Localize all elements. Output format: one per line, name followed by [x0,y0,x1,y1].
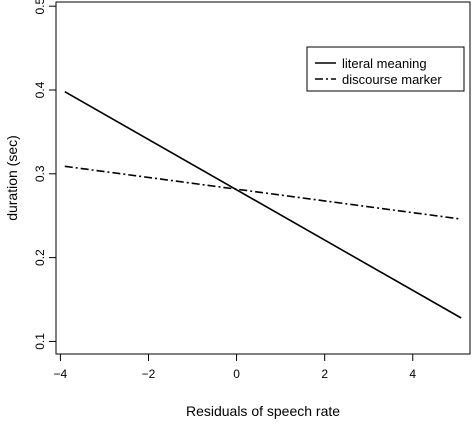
series-layer [64,91,462,319]
legend-box [306,46,465,92]
series-line-literal-meaning [64,91,462,319]
y-axis-title: duration (sec) [4,135,20,221]
x-tick-label: −2 [142,367,156,381]
legend: literal meaning discourse marker [306,46,465,92]
x-axis: −4 −2 0 2 4 [54,354,416,381]
x-tick-label: 2 [321,367,328,381]
x-axis-title: Residuals of speech rate [186,403,340,419]
y-tick-label: 0.4 [33,81,47,98]
y-tick-label: 0.2 [33,249,47,266]
x-tick-label: 4 [409,367,416,381]
y-tick-label: 0.1 [33,333,47,350]
legend-label-discourse-marker: discourse marker [342,72,442,87]
series-line-discourse-marker [64,165,462,220]
x-tick-label: −4 [54,367,68,381]
y-tick-label: 0.5 [33,0,47,15]
y-axis: 0.1 0.2 0.3 0.4 0.5 [33,0,56,350]
x-tick-label: 0 [233,367,240,381]
legend-label-literal-meaning: literal meaning [342,56,427,71]
y-tick-label: 0.3 [33,165,47,182]
plot-frame [55,1,471,355]
